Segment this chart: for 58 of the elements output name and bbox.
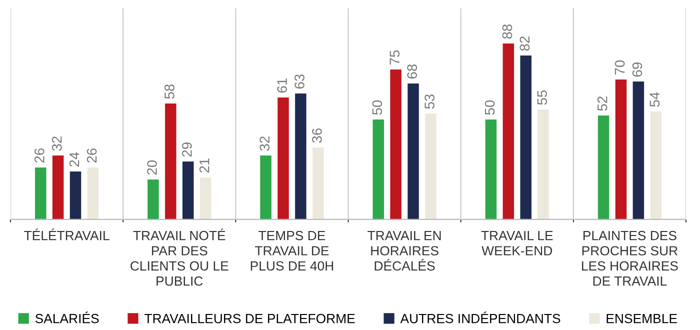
x-tick-label: TRAVAIL LE WEEK-END (481, 231, 553, 256)
data-label: 88 (502, 24, 512, 39)
data-label: 58 (164, 84, 174, 99)
data-label: 36 (312, 128, 322, 143)
data-label: 69 (632, 62, 642, 77)
data-label: 82 (520, 36, 530, 51)
bar (278, 97, 289, 220)
data-label: 53 (424, 94, 434, 109)
bar (390, 69, 402, 220)
x-tick-label: TRAVAIL EN HORAIRES DÉCALÉS (368, 231, 441, 271)
legend-label: AUTRES INDÉPENDANTS (400, 312, 560, 324)
bar (615, 79, 627, 220)
data-label: 50 (484, 100, 495, 115)
bar (182, 161, 194, 220)
bar (520, 55, 532, 220)
bar (425, 113, 436, 220)
data-label: 26 (34, 148, 44, 163)
bar (34, 167, 46, 220)
bar (502, 43, 514, 220)
data-label: 55 (537, 90, 548, 105)
legend-label: SALARIÉS (35, 312, 99, 324)
x-tick-label: TRAVAIL NOTÉ PAR DES CLIENTS OU LE PUBLIC (130, 228, 228, 286)
data-label: 52 (597, 96, 608, 111)
x-tick-label: PLAINTES DES PROCHES SUR LES HORAIRES DE TRAVAIL (582, 230, 678, 286)
bar (52, 155, 64, 220)
bar (260, 155, 272, 220)
bar (165, 103, 176, 220)
data-label: 21 (199, 158, 210, 173)
data-label: 61 (277, 78, 287, 93)
data-label: 32 (260, 136, 270, 151)
data-label: 24 (69, 152, 80, 167)
bar (598, 115, 610, 220)
data-label: 29 (182, 142, 192, 157)
bar (295, 93, 306, 220)
bar (372, 119, 384, 220)
bar (148, 179, 159, 220)
data-label: 26 (86, 148, 97, 163)
data-label: 54 (650, 92, 660, 107)
data-label: 20 (147, 160, 157, 175)
bar (408, 83, 419, 220)
bar (200, 177, 212, 220)
data-label: 75 (390, 50, 400, 65)
bar (485, 119, 497, 220)
data-label: 70 (614, 60, 625, 75)
data-label: 32 (52, 136, 62, 151)
bar (650, 111, 662, 220)
bar (312, 147, 324, 220)
data-label: 50 (372, 100, 382, 115)
bar (87, 167, 99, 220)
bar (632, 81, 644, 220)
legend-label: TRAVAILLEURS DE PLATEFORME (144, 314, 355, 324)
x-tick-label: TEMPS DE TRAVAIL DE PLUS DE 40H (250, 230, 334, 271)
x-tick-label: TÉLÉTRAVAIL (24, 228, 110, 240)
bar (538, 109, 549, 220)
data-label: 63 (294, 74, 304, 89)
data-label: 68 (407, 64, 417, 79)
legend-label: ENSEMBLE (606, 314, 677, 324)
bar (70, 171, 82, 220)
